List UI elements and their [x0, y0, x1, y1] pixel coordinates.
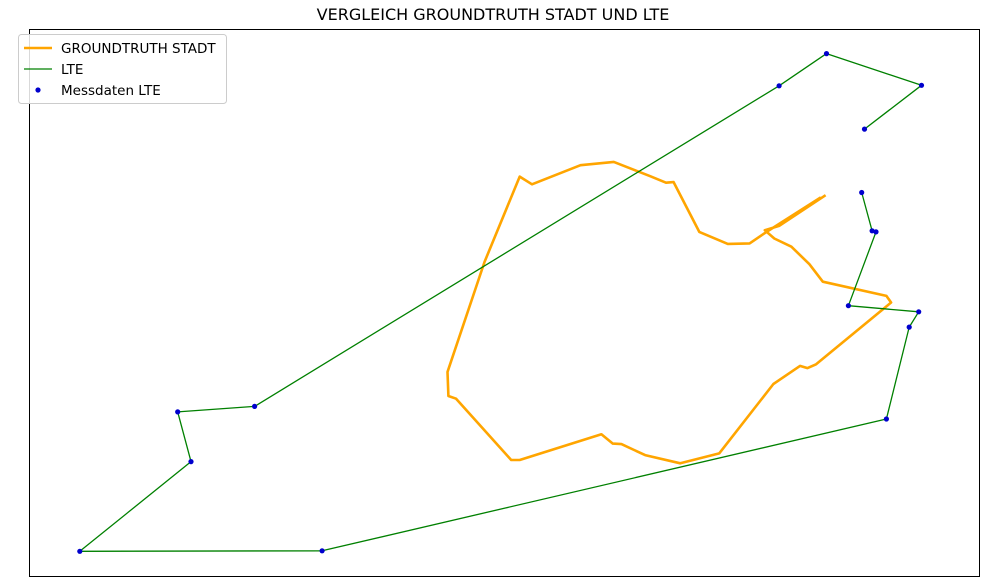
data-point	[861, 126, 868, 132]
data-point	[175, 409, 181, 415]
legend-box	[18, 34, 227, 104]
data-point	[873, 229, 879, 235]
legend-label-lte: LTE	[61, 62, 83, 78]
data-point	[77, 548, 83, 554]
legend-swatch-messdaten	[35, 87, 41, 93]
data-point	[859, 189, 865, 196]
data-point	[906, 324, 912, 330]
data-point	[823, 51, 830, 57]
legend: GROUNDTRUTH STADT LTE Messdaten LTE	[18, 34, 227, 104]
chart-title: VERGLEICH GROUNDTRUTH STADT UND LTE	[316, 5, 670, 24]
plot-area	[77, 51, 925, 554]
data-point	[252, 403, 258, 409]
data-point	[918, 82, 925, 88]
series-line-groundtruth-stadt	[446, 160, 893, 465]
plot-frame	[29, 29, 980, 577]
legend-label-messdaten: Messdaten LTE	[61, 83, 161, 99]
series-line-lte	[79, 52, 923, 552]
data-point	[869, 228, 875, 234]
data-point	[319, 548, 325, 554]
data-point	[776, 83, 782, 89]
series-points-messdaten-lte	[77, 51, 925, 554]
data-point	[883, 416, 890, 422]
data-point	[188, 459, 194, 465]
data-point	[916, 309, 922, 315]
data-point	[845, 303, 852, 309]
legend-label-groundtruth: GROUNDTRUTH STADT	[61, 41, 216, 57]
